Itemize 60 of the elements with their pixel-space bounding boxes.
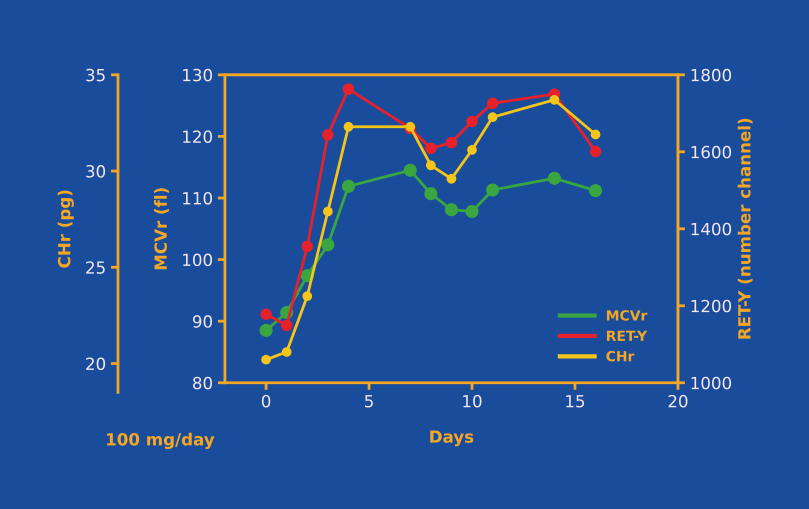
y2-tick-label: 1200: [692, 300, 732, 312]
point: [342, 180, 355, 193]
point: [321, 238, 334, 252]
point: [282, 347, 292, 357]
point: [486, 98, 498, 110]
y-tick-label: 80: [193, 376, 212, 390]
point: [280, 320, 292, 332]
point: [465, 205, 479, 218]
y2-tick-label: 1800: [692, 68, 732, 82]
point: [261, 354, 271, 365]
text: 100 mg/day: [107, 432, 214, 449]
point: [260, 324, 273, 337]
y2-tick-label: 1000: [692, 376, 732, 390]
y-axis-title: MCVr (fl): [154, 188, 169, 270]
y-tick-label: 100: [183, 254, 212, 266]
point: [425, 142, 437, 154]
point: [424, 187, 438, 200]
point: [548, 172, 561, 185]
point: [444, 203, 458, 216]
y-tick-label: 130: [183, 68, 212, 82]
point: [426, 160, 436, 170]
point: [467, 145, 477, 155]
x-tick-label: 10: [463, 394, 482, 408]
point: [488, 112, 498, 122]
point: [446, 174, 456, 184]
legend-label: CHr: [606, 350, 634, 362]
y-tick-label: 110: [183, 192, 212, 205]
point: [323, 206, 333, 216]
y-tick-label: 90: [192, 315, 212, 328]
point: [404, 164, 417, 177]
legend-label: RET-Y: [606, 330, 648, 341]
point: [342, 83, 354, 95]
point: [405, 122, 416, 132]
x-tick-label: 5: [365, 395, 373, 408]
point: [589, 184, 602, 198]
point: [446, 136, 458, 148]
x-axis-title: Days: [430, 430, 474, 446]
point: [550, 94, 560, 105]
y3-tick-label: 20: [86, 357, 106, 370]
point: [322, 129, 334, 141]
legend-label: MCVr: [606, 310, 648, 321]
point: [302, 291, 312, 302]
y3-tick-label: 25: [86, 261, 105, 274]
x-tick-label: 15: [566, 395, 584, 408]
point: [302, 240, 313, 252]
x-tick-label: 20: [668, 394, 688, 408]
y2-tick-label: 1600: [692, 146, 732, 158]
y2-axis-title: RET-Y (number channel): [738, 118, 753, 339]
point: [590, 130, 600, 140]
y-tick-label: 120: [183, 130, 212, 143]
point: [590, 146, 602, 158]
y2-tick-label: 1400: [692, 222, 732, 236]
y3-tick-label: 35: [86, 68, 105, 82]
point: [344, 122, 354, 132]
point: [486, 183, 500, 197]
y3-tick-label: 30: [86, 165, 106, 178]
point: [260, 308, 272, 320]
point: [466, 116, 478, 128]
y3-axis-title: CHr (pg): [58, 190, 74, 268]
x-tick-label: 0: [262, 394, 270, 408]
